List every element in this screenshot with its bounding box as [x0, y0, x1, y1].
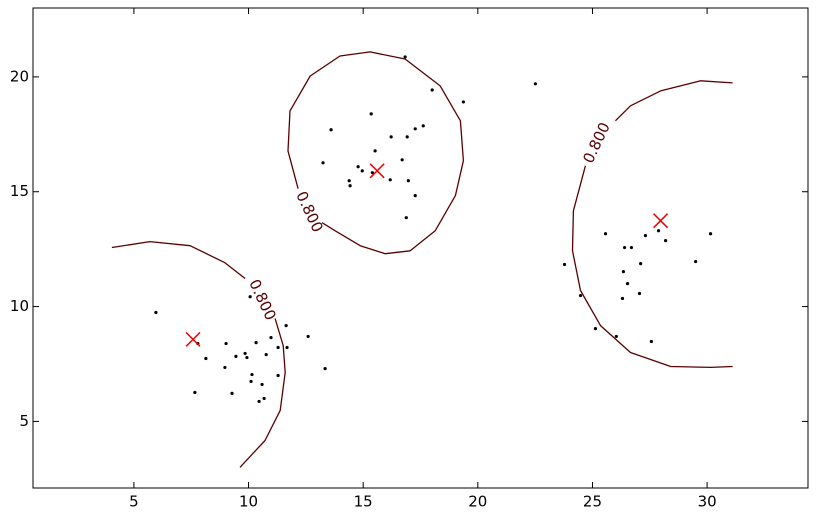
- x-tick-label: 20: [468, 493, 487, 511]
- data-point: [276, 373, 280, 378]
- data-point: [461, 100, 465, 104]
- data-point: [629, 245, 634, 250]
- data-point: [284, 324, 288, 328]
- data-point: [262, 396, 266, 401]
- data-point: [360, 169, 364, 173]
- contour-label: 0.800: [579, 120, 613, 167]
- x-tick-label: 5: [129, 493, 139, 511]
- y-tick-label: 10: [10, 297, 29, 315]
- data-point: [413, 194, 417, 198]
- data-point: [614, 334, 618, 339]
- data-point: [248, 295, 252, 299]
- data-point: [562, 262, 567, 267]
- data-point: [421, 124, 425, 128]
- x-tick-label: 15: [354, 493, 373, 511]
- data-point: [285, 345, 289, 350]
- data-point: [404, 216, 408, 220]
- data-point: [276, 345, 280, 350]
- data-point: [223, 365, 227, 370]
- data-point: [370, 171, 374, 175]
- data-point: [533, 82, 537, 86]
- centroid-marker: [369, 163, 385, 179]
- data-point: [250, 372, 254, 377]
- data-point: [369, 112, 373, 116]
- contour-line: [571, 80, 733, 369]
- data-point: [694, 259, 698, 264]
- data-point: [637, 291, 642, 296]
- data-point: [264, 352, 268, 357]
- contour-line: [111, 240, 286, 468]
- x-tick-label: 10: [239, 493, 258, 511]
- data-point: [329, 128, 333, 132]
- data-point: [649, 339, 653, 344]
- data-point: [260, 382, 264, 387]
- data-point: [306, 334, 310, 339]
- data-point: [389, 135, 393, 139]
- data-point: [321, 161, 325, 165]
- data-point: [708, 232, 713, 236]
- data-point: [224, 341, 228, 346]
- data-point: [193, 390, 197, 395]
- data-point: [234, 354, 238, 359]
- data-point: [413, 127, 417, 131]
- data-point: [622, 245, 627, 250]
- data-point: [269, 335, 273, 340]
- data-point: [578, 293, 583, 298]
- data-point: [603, 232, 608, 236]
- data-point: [323, 366, 327, 371]
- data-point: [593, 327, 598, 331]
- data-point: [620, 296, 625, 301]
- data-point: [347, 179, 351, 183]
- data-point: [406, 179, 410, 183]
- data-point: [249, 379, 253, 384]
- data-point: [245, 355, 249, 360]
- data-point: [243, 351, 247, 356]
- contour-label: 0.800: [292, 189, 326, 236]
- data-point: [257, 399, 261, 404]
- data-point: [356, 165, 360, 169]
- data-point: [643, 233, 648, 238]
- x-tick-label: 25: [583, 493, 602, 511]
- x-tick-label: 30: [698, 493, 717, 511]
- plot-frame: [32, 7, 809, 489]
- data-point: [154, 310, 158, 315]
- y-tick-label: 15: [10, 182, 29, 200]
- centroid-marker: [653, 213, 669, 229]
- contour-line: [287, 51, 465, 255]
- contour-label: 0.800: [245, 277, 279, 324]
- data-point: [373, 149, 377, 153]
- y-tick-label: 20: [10, 67, 29, 85]
- data-point: [254, 341, 258, 345]
- data-point: [625, 281, 630, 286]
- data-point: [405, 135, 409, 139]
- data-point: [400, 158, 404, 162]
- data-point: [388, 178, 392, 182]
- data-point: [348, 184, 352, 188]
- data-point: [230, 391, 234, 395]
- data-point: [430, 88, 434, 92]
- data-point: [403, 55, 407, 59]
- data-point: [664, 239, 668, 243]
- data-point: [656, 229, 661, 233]
- data-point: [621, 270, 626, 274]
- data-point: [639, 262, 643, 266]
- y-tick-label: 5: [19, 412, 29, 430]
- centroid-marker: [185, 331, 201, 347]
- data-point: [204, 356, 208, 361]
